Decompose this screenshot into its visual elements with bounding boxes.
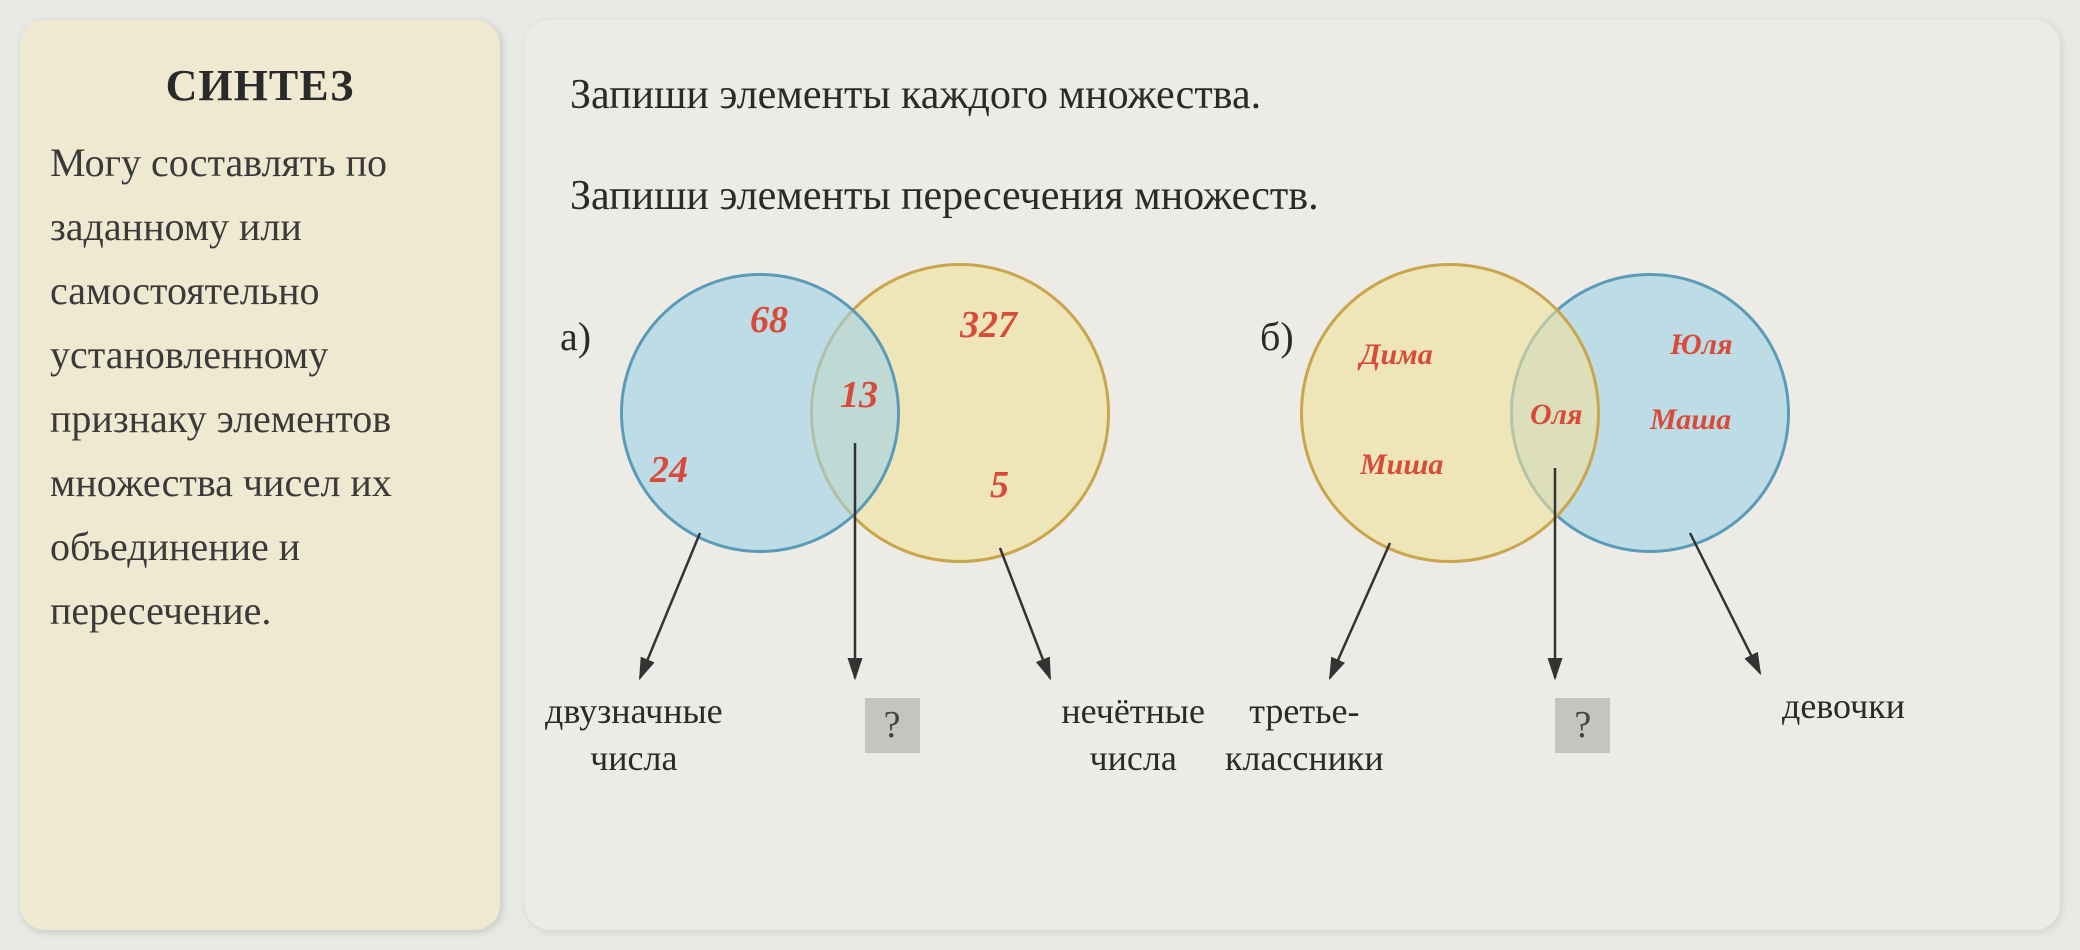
venn-a-val-13: 13 (840, 373, 878, 417)
venn-b-val-misha: Миша (1360, 448, 1443, 482)
venn-a-label-left: двузначныечисла (545, 688, 723, 782)
venn-a-val-5: 5 (990, 463, 1009, 507)
sidebar-text: Могу составлять по заданному или самосто… (50, 131, 470, 643)
task-line-1: Запиши элементы каждого множества. (570, 60, 2015, 131)
venn-a-question: ? (865, 698, 920, 753)
venn-a: 68 24 13 327 5 двузначныечисла (570, 273, 1190, 753)
venn-a-label-right: нечётныечисла (1061, 688, 1205, 782)
task-line-2: Запиши элементы пересечения множеств. (570, 161, 2015, 232)
venn-b-question: ? (1555, 698, 1610, 753)
venn-a-val-24: 24 (650, 448, 688, 492)
main-panel: Запиши элементы каждого множества. Запиш… (525, 20, 2060, 930)
diagram-a: а) 68 24 13 327 5 (570, 273, 1190, 753)
venn-a-val-68: 68 (750, 298, 788, 342)
venn-b-val-dima: Дима (1360, 338, 1433, 372)
diagrams-container: а) 68 24 13 327 5 (570, 273, 2015, 753)
venn-b-val-masha: Маша (1650, 403, 1731, 437)
venn-a-val-327: 327 (960, 303, 1017, 347)
venn-b-label-right: девочки (1782, 683, 1905, 730)
sidebar-panel: СИНТЕЗ Могу составлять по заданному или … (20, 20, 500, 930)
venn-b-label-left: третье-классники (1225, 688, 1384, 782)
venn-b-bottom-labels: третье-классники ? девочки (1225, 688, 1905, 782)
diagram-b: б) Дима Миша Оля Юля Маша (1270, 273, 1890, 753)
venn-b: Дима Миша Оля Юля Маша третье-кла (1270, 273, 1890, 753)
sidebar-title: СИНТЕЗ (50, 60, 470, 111)
venn-b-val-yulya: Юля (1670, 328, 1733, 362)
venn-a-bottom-labels: двузначныечисла ? нечётныечисла (545, 688, 1205, 782)
venn-b-val-olya: Оля (1530, 398, 1583, 432)
